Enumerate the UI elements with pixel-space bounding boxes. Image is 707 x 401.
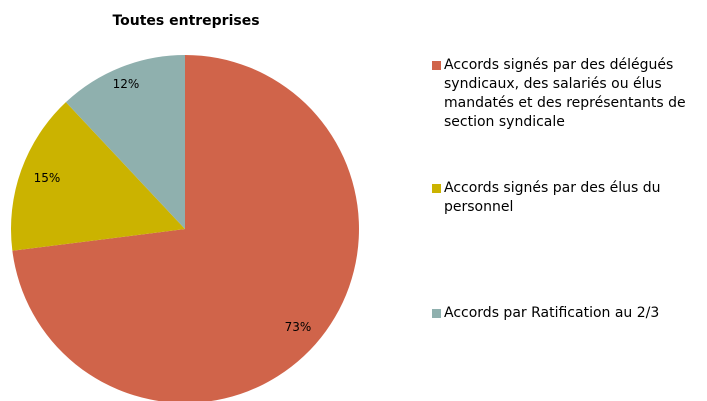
chart-title: Toutes entreprises — [112, 13, 260, 29]
legend-item-elus: Accords signés par des élus du personnel — [432, 179, 704, 217]
legend-label-ratification: Accords par Ratification au 2/3 — [444, 305, 660, 321]
pie-slice-elus — [10, 102, 185, 251]
legend-item-ratification: Accords par Ratification au 2/3 — [432, 304, 704, 323]
legend-item-delegues: Accords signés par des délégués syndicau… — [432, 56, 704, 132]
pie-chart: 73% 15% 12% — [10, 55, 359, 401]
legend-swatch-elus — [432, 184, 441, 193]
legend-swatch-ratification — [432, 309, 441, 318]
pie-slice-ratification — [65, 55, 185, 229]
legend-label-elus: Accords signés par des élus du personnel — [444, 180, 661, 215]
legend-swatch-delegues — [432, 61, 441, 70]
data-label-ratification: 12% — [113, 77, 140, 91]
pie-slice-delegues — [12, 55, 359, 401]
data-label-delegues: 73% — [285, 320, 312, 334]
legend-label-delegues: Accords signés par des délégués syndicau… — [444, 57, 686, 130]
data-label-elus: 15% — [34, 171, 61, 185]
